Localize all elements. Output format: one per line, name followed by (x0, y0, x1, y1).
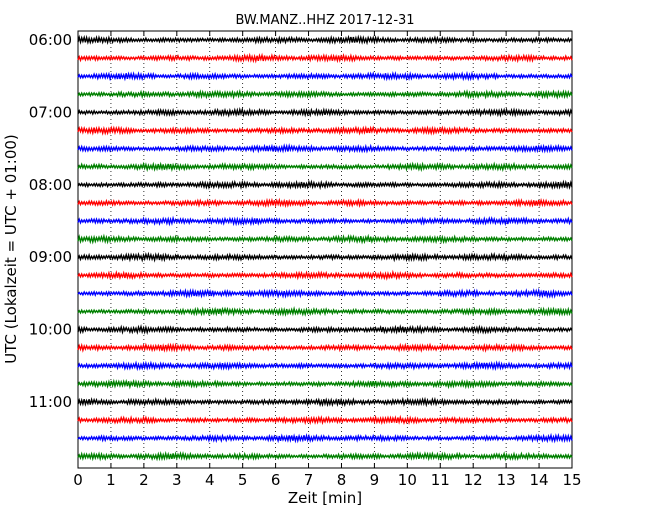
x-tick-label: 6 (271, 471, 281, 489)
trace-07:15 (77, 125, 573, 136)
x-tick-label: 7 (304, 471, 314, 489)
x-axis-label: Zeit [min] (288, 489, 362, 507)
trace-08:15 (77, 197, 573, 209)
y-tick-label: 06:00 (29, 31, 72, 49)
x-tick-label: 13 (497, 471, 516, 489)
trace-06:45 (77, 89, 573, 100)
x-tick-label: 0 (73, 471, 83, 489)
trace-10:45 (77, 378, 573, 390)
x-axis-ticks: 0 1 2 3 4 5 6 7 8 9 10 11 12 13 14 15 (73, 31, 582, 489)
trace-09:30 (77, 287, 573, 299)
seismic-traces (77, 34, 573, 462)
trace-08:45 (77, 233, 573, 245)
y-tick-label: 11:00 (29, 393, 72, 411)
chart-title: BW.MANZ..HHZ 2017-12-31 (235, 13, 414, 28)
x-tick-label: 9 (370, 471, 380, 489)
trace-11:15 (77, 414, 573, 426)
x-tick-label: 3 (172, 471, 182, 489)
y-tick-label: 08:00 (29, 176, 72, 194)
trace-11:30 (77, 432, 573, 444)
trace-06:30 (77, 70, 573, 82)
x-tick-label: 14 (530, 471, 549, 489)
trace-07:45 (77, 161, 573, 173)
trace-08:30 (77, 215, 573, 227)
y-tick-label: 10:00 (29, 321, 72, 339)
trace-09:15 (77, 269, 573, 281)
x-tick-label: 10 (398, 471, 417, 489)
y-axis-label: UTC (Lokalzeit = UTC + 01:00) (2, 134, 20, 364)
trace-06:15 (77, 52, 573, 64)
trace-11:45 (77, 450, 573, 462)
x-tick-label: 5 (238, 471, 248, 489)
y-tick-label: 07:00 (29, 103, 72, 121)
y-axis-ticks: 06:00 07:00 08:00 09:00 10:00 11:00 (29, 31, 83, 411)
trace-07:30 (77, 143, 573, 154)
trace-11:00 (77, 396, 573, 408)
x-tick-label: 1 (106, 471, 116, 489)
y-tick-label: 09:00 (29, 248, 72, 266)
trace-08:00 (77, 179, 573, 191)
x-tick-label: 2 (139, 471, 149, 489)
trace-10:00 (77, 323, 573, 336)
x-tick-label: 15 (562, 471, 581, 489)
plot-frame (77, 30, 573, 469)
trace-06:00 (77, 34, 573, 46)
trace-09:45 (77, 306, 573, 317)
trace-10:15 (77, 342, 573, 353)
x-tick-label: 8 (337, 471, 347, 489)
trace-07:00 (77, 106, 573, 118)
x-tick-label: 11 (431, 471, 450, 489)
x-tick-label: 4 (205, 471, 215, 489)
x-tick-label: 12 (464, 471, 483, 489)
grid-lines (110, 31, 540, 468)
trace-09:00 (77, 251, 573, 263)
trace-10:30 (77, 360, 573, 372)
